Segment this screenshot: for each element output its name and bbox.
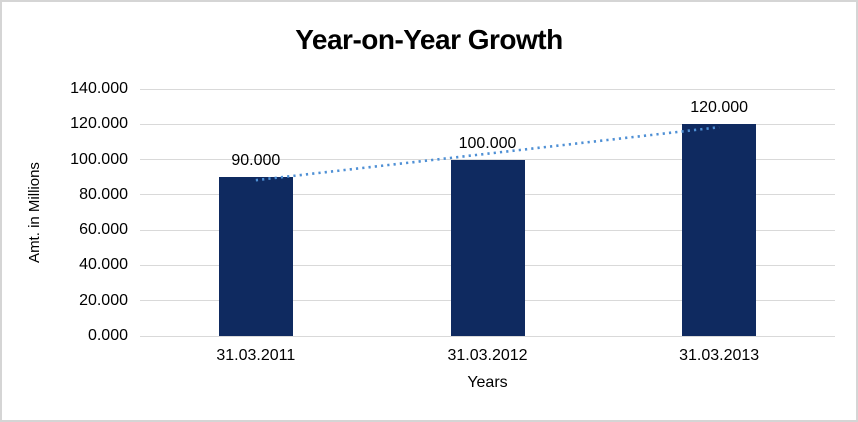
bar-value-label: 100.000: [458, 134, 517, 152]
bar-value-label: 90.000: [231, 152, 281, 170]
y-axis-tick-label: 80.000: [79, 185, 128, 203]
x-axis-title: Years: [467, 374, 508, 391]
chart-title: Year-on-Year Growth: [295, 24, 563, 55]
plot-area: [140, 88, 835, 337]
x-axis-category-label: 31.03.2013: [679, 347, 760, 364]
gridline: [140, 159, 835, 161]
y-axis-tick-label: 140.000: [70, 80, 128, 97]
y-axis-tick-label: 0.000: [87, 327, 128, 344]
x-axis-category-label: 31.03.2012: [447, 347, 528, 364]
x-axis-category-label: 31.03.2011: [216, 347, 296, 364]
bar-31.03.2013: [682, 124, 757, 336]
gridline: [140, 335, 835, 337]
gridline: [140, 88, 835, 90]
y-axis-tick-label: 40.000: [79, 256, 128, 274]
bar-value-label: 120.000: [690, 99, 749, 117]
gridline: [140, 123, 835, 125]
y-axis-tick-label: 20.000: [79, 291, 128, 309]
y-axis-tick-label: 60.000: [79, 221, 128, 239]
y-axis-tick-label: 100.000: [70, 150, 128, 168]
y-axis-tick-label: 120.000: [70, 115, 128, 133]
bar-31.03.2012: [450, 159, 525, 336]
trendline-dotted: [255, 125, 720, 182]
bar-31.03.2011: [218, 177, 293, 336]
